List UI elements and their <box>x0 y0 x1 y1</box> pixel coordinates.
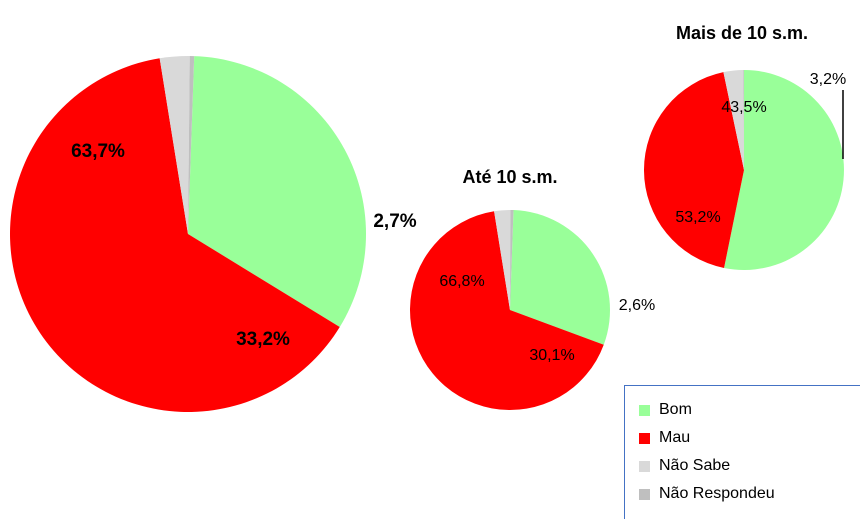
pie-2-label-nao-sabe: 2,6% <box>619 297 655 314</box>
legend-label-mau: Mau <box>659 429 691 446</box>
pie-3-slice-mau <box>643 72 744 268</box>
legend-label-nao-respondeu: Não Respondeu <box>659 485 775 502</box>
legend-swatch-nao-respondeu <box>639 488 650 500</box>
pie-3-title: Mais de 10 s.m. <box>676 23 808 43</box>
legend-item-bom: Bom <box>639 396 860 424</box>
legend-item-nao-sabe: Não Sabe <box>639 452 860 480</box>
pie-3-label-nao-sabe: 3,2% <box>810 71 846 88</box>
legend-swatch-mau <box>639 432 650 444</box>
legend-swatch-bom <box>639 404 650 416</box>
pie-2-title: Até 10 s.m. <box>462 167 557 187</box>
pie-1-label-bom: 33,2% <box>236 329 290 350</box>
legend-item-mau: Mau <box>639 424 860 452</box>
legend-label-nao-sabe: Não Sabe <box>659 457 731 474</box>
pie-1-label-nao-sabe: 2,7% <box>373 211 416 232</box>
pie-1-slice-bom <box>188 56 367 328</box>
legend-swatch-nao-sabe <box>639 460 650 472</box>
pie-2-slice-nao-sabe <box>494 209 511 310</box>
pie-chart-3: 53,2% 43,5% 3,2% Mais de 10 s.m. <box>643 23 846 270</box>
pie-2-label-bom: 30,1% <box>529 347 574 364</box>
pie-chart-1: 33,2% 63,7% 2,7% <box>10 56 417 412</box>
legend-item-nao-respondeu: Não Respondeu <box>639 480 860 508</box>
pie-2-label-mau: 66,8% <box>439 273 484 290</box>
pie-2-slice-bom <box>510 210 610 345</box>
pie-3-label-mau: 43,5% <box>721 99 766 116</box>
pie-1-slice-nao-respondeu <box>188 56 195 235</box>
pie-chart-2: 30,1% 66,8% 2,6% Até 10 s.m. <box>409 167 655 411</box>
legend-label-bom: Bom <box>659 401 692 418</box>
pie-1-slice-nao-sabe <box>159 56 190 235</box>
pie-3-slice-nao-respondeu <box>743 69 744 170</box>
pie-2-slice-mau <box>409 211 604 411</box>
pie-1-label-mau: 63,7% <box>71 141 125 162</box>
pie-2-slice-nao-respondeu <box>510 210 514 310</box>
pie-3-slice-nao-sabe <box>723 70 744 170</box>
pie-1-slice-mau <box>10 58 340 412</box>
pie-3-label-bom: 53,2% <box>675 209 720 226</box>
pie-3-slice-bom <box>724 70 844 270</box>
chart-legend: Bom Mau Não Sabe Não Respondeu <box>624 385 860 519</box>
